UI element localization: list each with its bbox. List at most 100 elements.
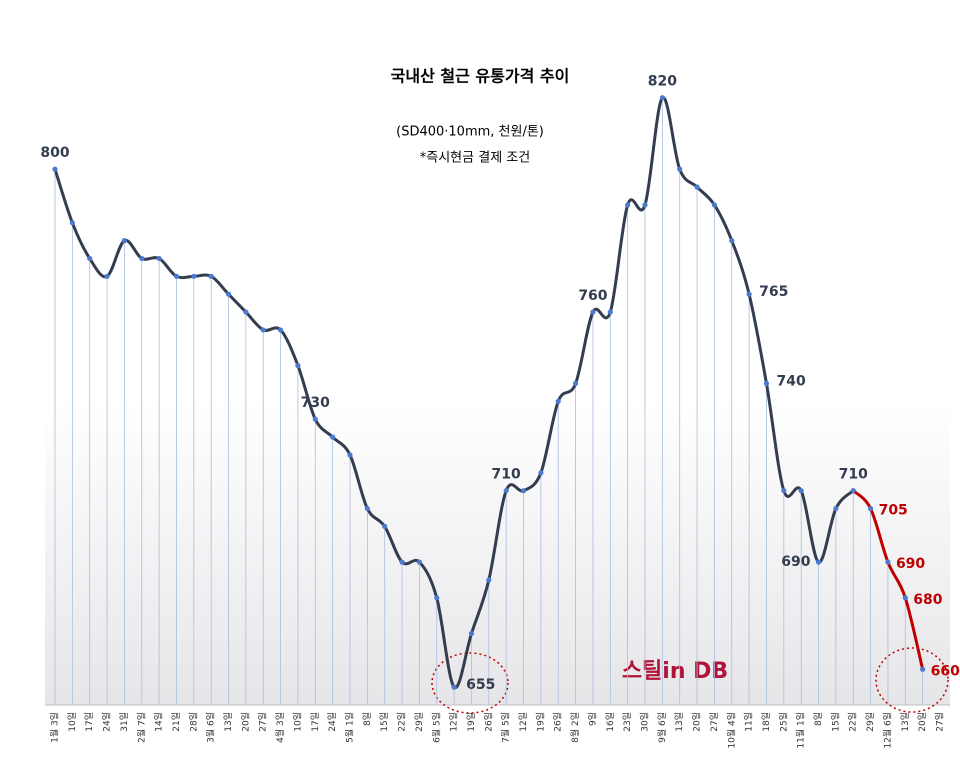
x-tick-label: 17일 [310, 712, 321, 732]
data-label: 655 [466, 677, 495, 693]
x-tick-label: 9일 [587, 712, 598, 726]
point [815, 559, 822, 565]
point [798, 488, 804, 494]
x-tick-label: 20일 [692, 712, 703, 732]
point [243, 309, 249, 315]
x-tick-label: 20일 [240, 712, 251, 732]
point [364, 505, 370, 512]
point [867, 505, 874, 512]
data-label: 710 [839, 467, 868, 483]
x-tick-label: 17일 [84, 712, 95, 732]
point [139, 255, 145, 262]
x-tick-label: 15일 [379, 712, 390, 732]
point [590, 309, 596, 315]
point [399, 559, 405, 565]
point [295, 363, 301, 369]
x-tick-label: 15일 [830, 712, 841, 732]
x-tick-label: 29일 [414, 712, 425, 732]
x-tick-label: 27일 [258, 712, 269, 732]
point [520, 488, 527, 494]
point [607, 309, 613, 315]
x-tick-label: 11일 [744, 712, 755, 732]
point [416, 559, 423, 565]
point [208, 273, 214, 279]
x-tick-label: 9월 6일 [656, 712, 668, 743]
point [486, 577, 492, 583]
x-tick-label: 3월 6일 [205, 712, 217, 743]
x-tick-label: 1월 3일 [49, 712, 61, 743]
point [729, 238, 735, 244]
data-label: 660 [931, 663, 960, 679]
x-tick-label: 26일 [483, 712, 494, 732]
point [468, 630, 475, 637]
point [711, 202, 718, 208]
point [312, 416, 318, 422]
subtitle: (SD400·10mm, 천원/톤) [396, 125, 544, 140]
x-tick-label: 28일 [188, 712, 199, 732]
point [850, 488, 856, 494]
x-tick-label: 21일 [171, 712, 182, 732]
plot: 1월 3일 10일 17일 24일 31일 2월 7일 14일 21일 28일 3월 6일 13일 2… [40, 74, 960, 749]
x-tick-label: 5월 1일 [344, 712, 356, 743]
data-label: 690 [896, 556, 925, 572]
x-tick-label: 8일 [362, 712, 373, 726]
x-tick-label: 19일 [466, 712, 477, 732]
x-tick-label: 25일 [778, 712, 789, 732]
data-label: 765 [759, 284, 788, 300]
x-tick-label: 11월 1일 [795, 712, 807, 749]
x-tick-label: 29일 [865, 712, 876, 732]
highlight-circle [875, 647, 949, 713]
point [69, 220, 75, 226]
x-tick-label: 26일 [553, 712, 564, 732]
x-tick-label: 20일 [917, 712, 928, 732]
point [52, 166, 58, 172]
data-label: 730 [301, 395, 330, 411]
x-tick-label: 12일 [449, 712, 460, 732]
x-tick-label: 12월 6일 [881, 712, 893, 749]
point [763, 380, 770, 387]
point [885, 559, 891, 565]
data-label: 740 [776, 374, 805, 390]
point [625, 202, 631, 208]
x-tick-label: 19일 [535, 712, 546, 732]
point [156, 255, 162, 262]
point [260, 327, 266, 333]
note: *즉시현금 결제 조건 [420, 151, 530, 166]
x-tick-label: 10일 [67, 712, 78, 732]
point [451, 684, 457, 690]
data-label: 800 [40, 145, 69, 161]
x-tick-label: 4월 3일 [274, 712, 286, 743]
point [277, 327, 284, 333]
point [677, 166, 683, 172]
x-tick-label: 24일 [327, 712, 338, 732]
point [833, 505, 839, 512]
x-tick-label: 31일 [119, 712, 130, 732]
x-tick-label: 10일 [292, 712, 303, 732]
x-tick-label: 18일 [761, 712, 772, 732]
x-tick-label: 12일 [518, 712, 529, 732]
point [555, 398, 561, 404]
x-tick-label: 16일 [605, 712, 616, 732]
point [572, 380, 579, 387]
data-label: 680 [913, 592, 942, 608]
x-tick-label: 8월 2일 [569, 712, 581, 743]
x-tick-label: 23일 [622, 712, 633, 732]
data-label: 690 [781, 554, 810, 570]
x-tick-label: 30일 [640, 712, 651, 732]
point [659, 95, 665, 101]
point [746, 291, 752, 297]
chart-title: 국내산 철근 유통가격 추이 [391, 67, 570, 86]
point [173, 273, 180, 279]
point [121, 238, 128, 244]
x-tick-label: 24일 [102, 712, 113, 732]
data-label: 710 [492, 467, 521, 483]
x-tick-label: 13일 [900, 712, 911, 732]
data-label: 705 [879, 503, 908, 519]
x-tick-label: 10월 4일 [725, 712, 737, 749]
point [694, 184, 700, 190]
point [902, 595, 908, 601]
data-label: 760 [578, 288, 607, 304]
x-tick-label: 22일 [397, 712, 408, 732]
point [347, 452, 353, 458]
x-tick-label: 14일 [154, 712, 165, 732]
